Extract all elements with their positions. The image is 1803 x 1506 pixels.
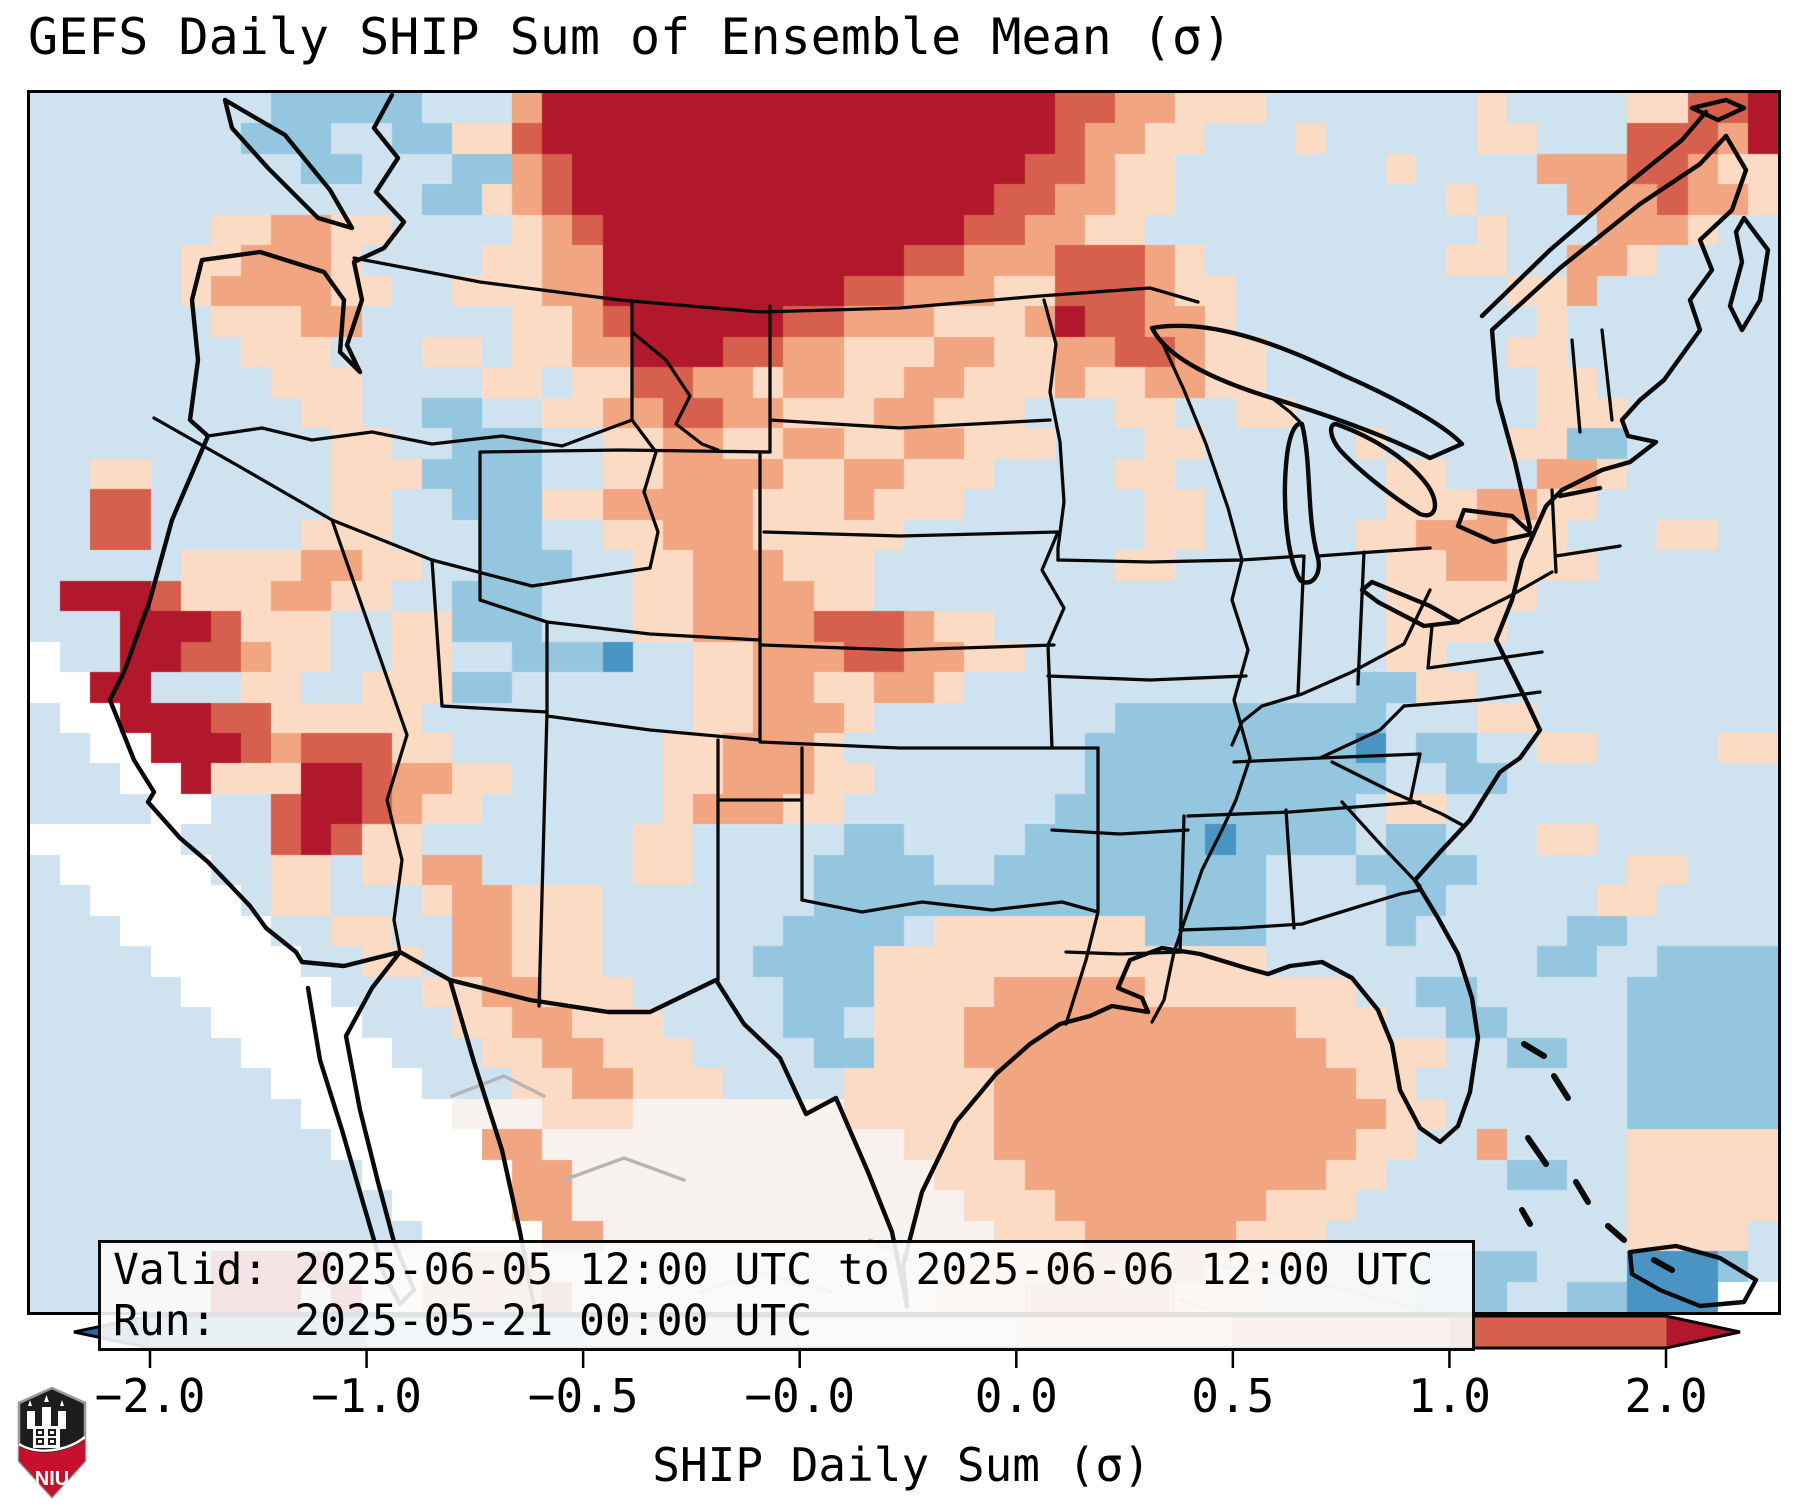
figure-title: GEFS Daily SHIP Sum of Ensemble Mean (σ): [28, 8, 1233, 66]
hispaniola: [1627, 1243, 1759, 1309]
lake-michigan: [1282, 421, 1321, 585]
map-panel: Valid: 2025-06-05 12:00 UTC to 2025-06-0…: [30, 93, 1778, 1351]
state-borders: [152, 256, 1622, 1026]
coastlines: [107, 93, 1771, 1309]
us-canada-border: [352, 256, 1200, 314]
west-coast: [107, 93, 407, 965]
mexico-border: [299, 949, 910, 1309]
colorbar-axis-label: SHIP Daily Sum (σ): [652, 1438, 1151, 1492]
colorbar-tick-label: −0.5: [528, 1369, 639, 1423]
st-lawrence: [1479, 109, 1729, 531]
anticosti-island: [1689, 97, 1747, 123]
lake-superior: [1149, 323, 1465, 461]
logo-text: NIU: [35, 1468, 69, 1490]
colorbar-segment: [1448, 1316, 1667, 1348]
valid-time-text: Valid: 2025-06-05 12:00 UTC to 2025-06-0…: [113, 1245, 1434, 1295]
colorbar-tick-label: 0.5: [1191, 1369, 1274, 1423]
niu-logo: NIU: [17, 1386, 87, 1499]
run-time-text: Run: 2025-05-21 00:00 UTC: [113, 1296, 812, 1346]
colorbar-tick-label: 1.0: [1408, 1369, 1491, 1423]
lake-erie: [1359, 579, 1461, 629]
colorbar-tick-label: −0.0: [744, 1369, 855, 1423]
lake-huron: [1328, 421, 1438, 518]
logo-red-wedge: [19, 1439, 85, 1497]
nova-scotia: [1727, 215, 1771, 333]
bahamas: [1519, 1041, 1675, 1273]
east-coast: [900, 133, 1749, 1309]
logo-swoosh: [18, 1436, 86, 1452]
colorbar-tick-label: −1.0: [311, 1369, 422, 1423]
colorbar-tick-label: 2.0: [1624, 1369, 1707, 1423]
lake-ontario: [1455, 507, 1535, 545]
logo-castle: [27, 1395, 66, 1448]
heatmap-grid-canvas: [30, 93, 1778, 1312]
colorbar-tick-label: −2.0: [95, 1369, 206, 1423]
island-chains: [1519, 1041, 1675, 1273]
vancouver-island: [222, 97, 355, 231]
long-island: [1557, 485, 1603, 499]
map-borders: [107, 93, 1771, 1312]
colorbar-tick-label: 0.0: [975, 1369, 1058, 1423]
colorbar-over-arrow: [1666, 1316, 1740, 1348]
info-box: Valid: 2025-06-05 12:00 UTC to 2025-06-0…: [98, 1240, 1475, 1351]
